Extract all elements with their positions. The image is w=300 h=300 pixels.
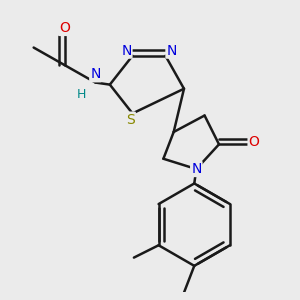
Text: S: S: [126, 112, 135, 127]
Text: N: N: [90, 67, 100, 81]
Text: N: N: [191, 162, 202, 176]
Text: O: O: [249, 135, 260, 149]
Text: N: N: [121, 44, 131, 58]
Text: O: O: [59, 21, 70, 35]
Text: H: H: [76, 88, 86, 101]
Text: N: N: [167, 44, 177, 58]
